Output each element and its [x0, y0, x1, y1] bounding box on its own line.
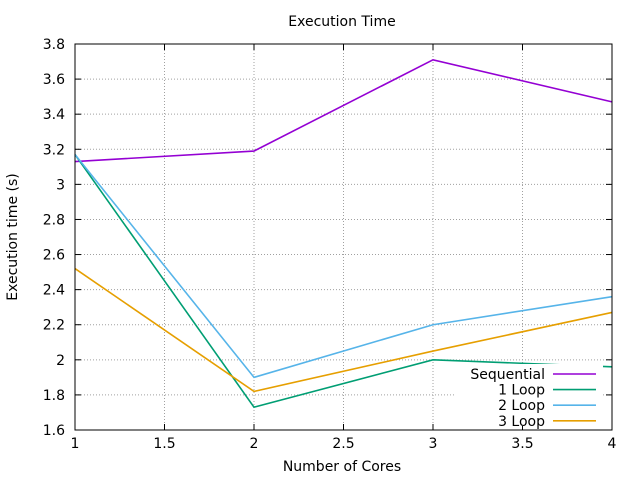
y-axis-label: Execution time (s)	[5, 173, 21, 300]
y-tick-label: 2.4	[43, 283, 65, 299]
y-tick-labels: 1.6 1.8 2 2.2 2.4 2.6 2.8 3 3.2 3.4 3.6 3.8	[43, 37, 65, 439]
x-tick-label: 1	[71, 436, 80, 452]
y-tick-label: 1.6	[43, 423, 65, 439]
grid-lines	[75, 44, 612, 430]
series-line-3-loop	[74, 267, 613, 393]
x-tick-label: 2.5	[332, 436, 354, 452]
legend-label-sequential: Sequential	[470, 367, 545, 383]
x-axis-label: Number of Cores	[283, 459, 401, 475]
x-tick-labels: 1 1.5 2 2.5 3 3.5 4	[71, 436, 617, 452]
x-tick-label: 4	[608, 436, 617, 452]
series-line-2-loop	[74, 154, 613, 379]
y-tick-label: 2.8	[43, 212, 65, 228]
x-tick-label: 3	[429, 436, 438, 452]
x-tick-label: 2	[250, 436, 259, 452]
legend-label-2-loop: 2 Loop	[498, 398, 545, 414]
y-tick-label: 2.6	[43, 248, 65, 264]
y-tick-label: 3.6	[43, 72, 65, 88]
series-line-1-loop	[74, 154, 613, 409]
y-tick-label: 3.4	[43, 107, 65, 123]
y-tick-label: 2	[56, 353, 65, 369]
y-tick-label: 2.2	[43, 318, 65, 334]
series-line-sequential	[74, 58, 613, 163]
y-tick-label: 1.8	[43, 388, 65, 404]
legend-label-3-loop: 3 Loop	[498, 414, 545, 430]
series-layer	[74, 58, 613, 409]
x-tick-label: 3.5	[511, 436, 533, 452]
legend-label-1-loop: 1 Loop	[498, 383, 545, 399]
y-tick-label: 3	[56, 177, 65, 193]
chart-title: Execution Time	[288, 14, 395, 30]
y-tick-label: 3.8	[43, 37, 65, 53]
x-tick-label: 1.5	[153, 436, 175, 452]
y-tick-label: 3.2	[43, 142, 65, 158]
